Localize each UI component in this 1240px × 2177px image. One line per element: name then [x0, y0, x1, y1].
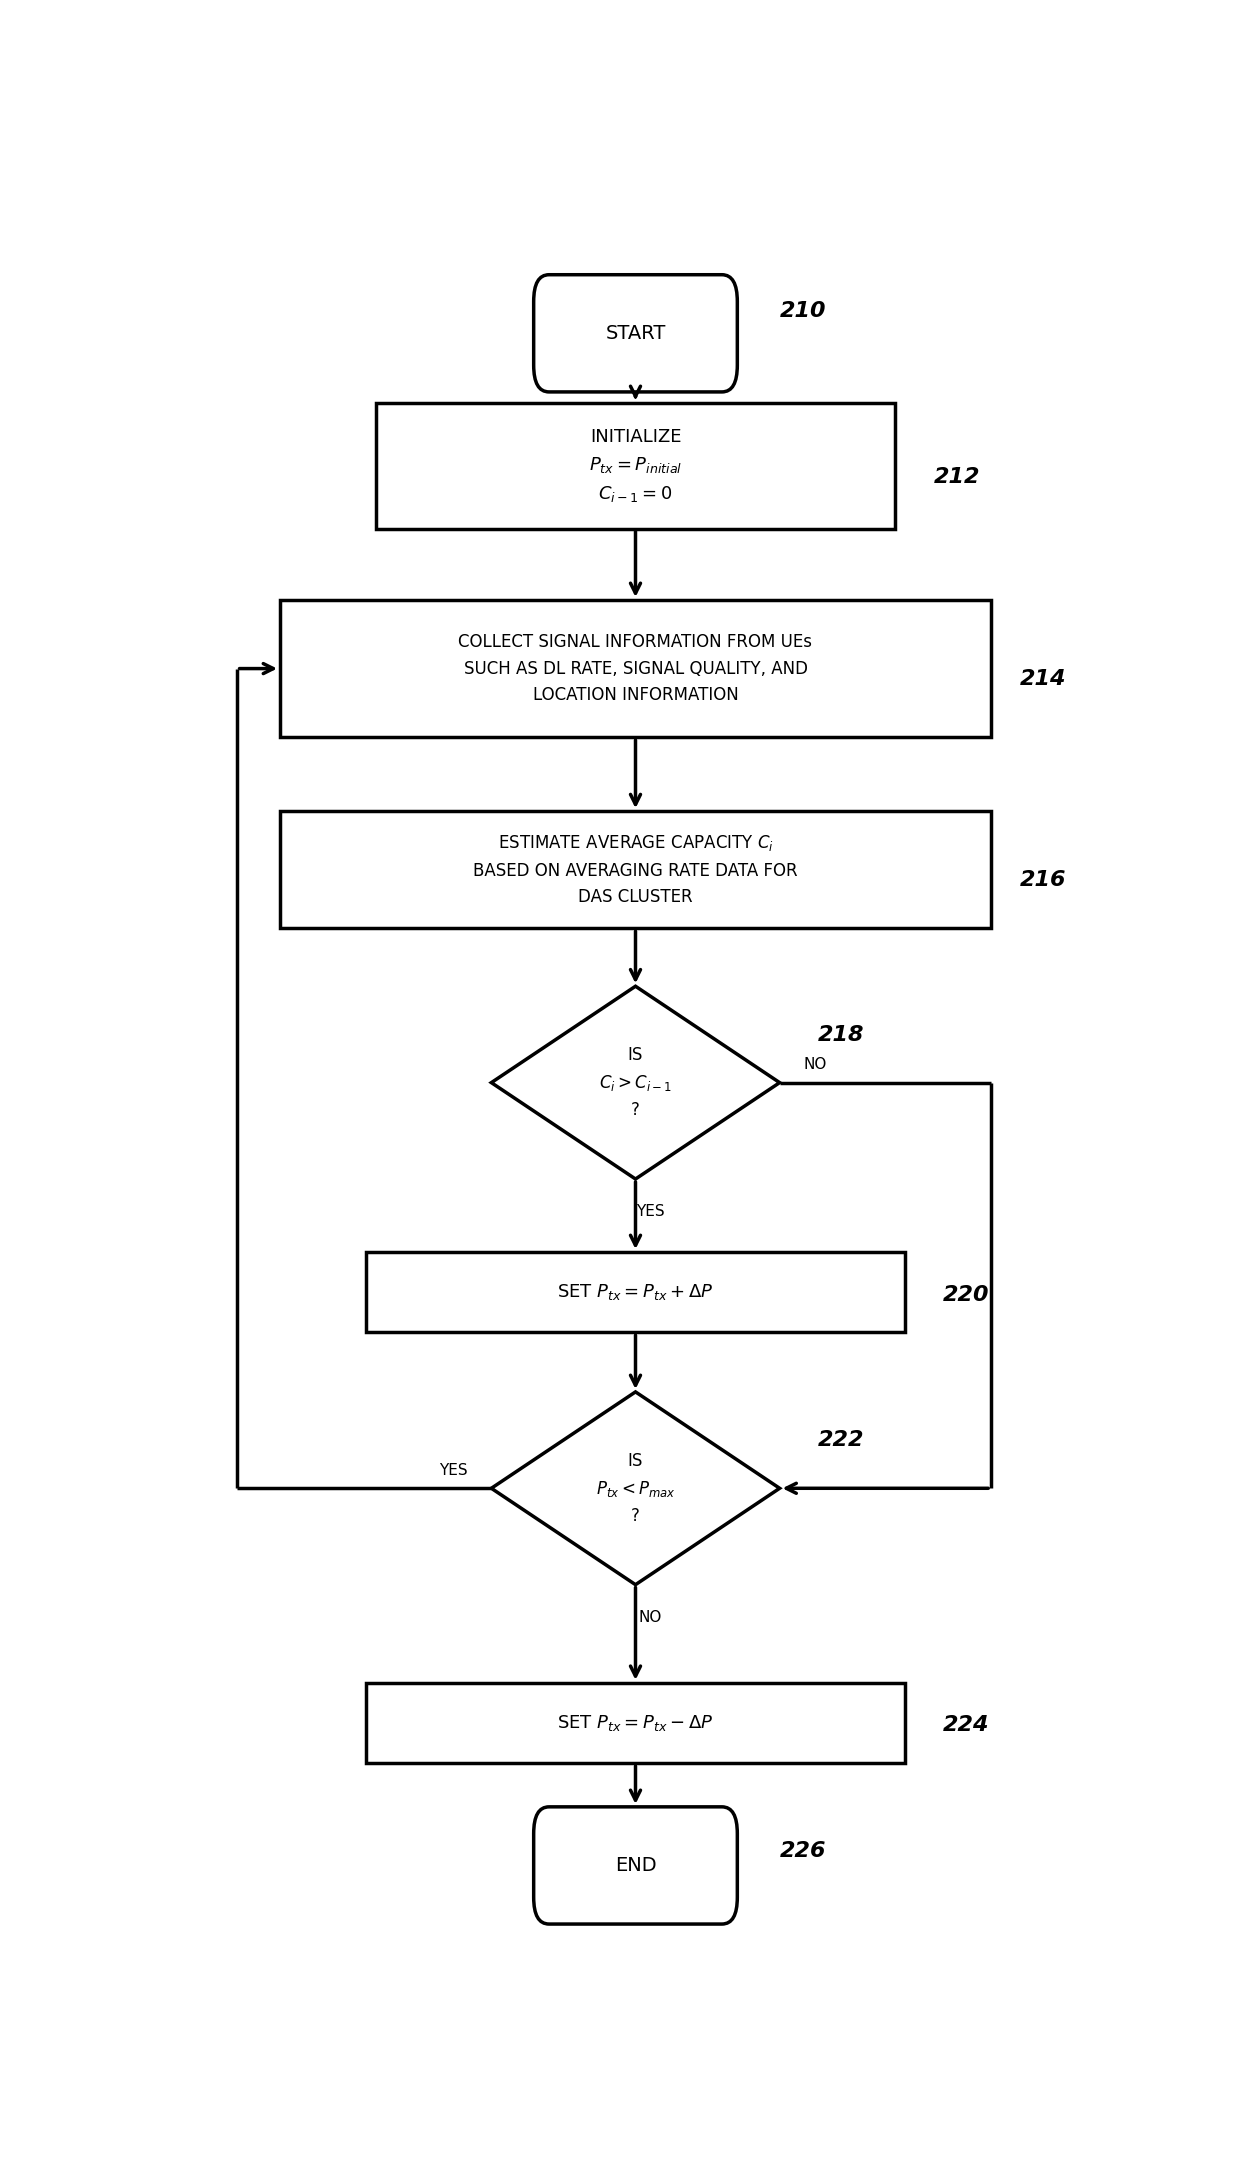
Bar: [367, 1252, 905, 1332]
Text: 218: 218: [818, 1025, 864, 1045]
Text: IS
$C_i > C_{i-1}$
?: IS $C_i > C_{i-1}$ ?: [599, 1045, 672, 1119]
Text: 224: 224: [944, 1715, 990, 1735]
Bar: [280, 812, 991, 927]
Bar: [280, 601, 991, 738]
Polygon shape: [491, 1391, 780, 1585]
Text: NO: NO: [804, 1058, 827, 1073]
Text: 212: 212: [934, 466, 980, 485]
Text: NO: NO: [639, 1609, 662, 1624]
Text: 220: 220: [944, 1284, 990, 1304]
Text: 214: 214: [1019, 668, 1066, 690]
Text: INITIALIZE
$P_{tx} = P_{initial}$
$C_{i-1} = 0$: INITIALIZE $P_{tx} = P_{initial}$ $C_{i-…: [589, 427, 682, 503]
Text: YES: YES: [439, 1463, 467, 1478]
Text: 210: 210: [780, 300, 826, 320]
Bar: [367, 1683, 905, 1763]
Text: END: END: [615, 1857, 656, 1874]
FancyBboxPatch shape: [533, 274, 738, 392]
Text: ESTIMATE AVERAGE CAPACITY $C_i$
BASED ON AVERAGING RATE DATA FOR
DAS CLUSTER: ESTIMATE AVERAGE CAPACITY $C_i$ BASED ON…: [474, 834, 797, 906]
Text: YES: YES: [636, 1204, 665, 1219]
Text: SET $P_{tx} = P_{tx} - \Delta P$: SET $P_{tx} = P_{tx} - \Delta P$: [557, 1713, 714, 1733]
FancyBboxPatch shape: [533, 1807, 738, 1924]
Text: 226: 226: [780, 1842, 826, 1861]
Text: 222: 222: [818, 1430, 864, 1450]
Text: SET $P_{tx} = P_{tx} + \Delta P$: SET $P_{tx} = P_{tx} + \Delta P$: [557, 1282, 714, 1302]
Text: IS
$P_{tx} < P_{max}$
?: IS $P_{tx} < P_{max}$ ?: [595, 1452, 676, 1524]
Text: COLLECT SIGNAL INFORMATION FROM UEs
SUCH AS DL RATE, SIGNAL QUALITY, AND
LOCATIO: COLLECT SIGNAL INFORMATION FROM UEs SUCH…: [459, 634, 812, 703]
Text: 216: 216: [1019, 871, 1066, 890]
Text: START: START: [605, 324, 666, 342]
Bar: [376, 403, 895, 529]
Polygon shape: [491, 986, 780, 1180]
